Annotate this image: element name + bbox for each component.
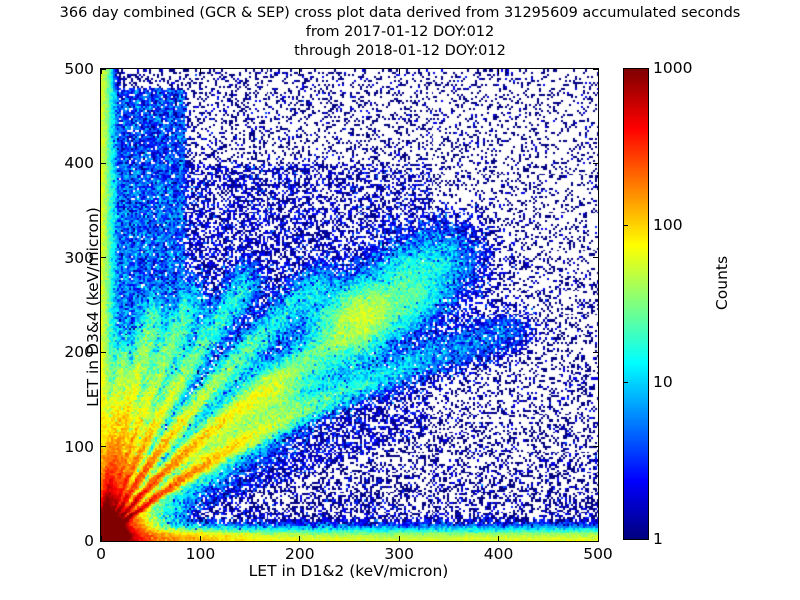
y-tick-mark-right [593,540,598,542]
x-tick-label: 300 [384,545,414,563]
y-tick-mark [101,162,106,164]
colorbar-tick-mark [623,382,628,383]
y-tick-mark [101,351,106,353]
x-tick-label: 400 [483,545,514,563]
y-axis-label: LET in D3&4 (keV/micron) [84,207,102,407]
y-tick-label: 200 [64,343,94,362]
colorbar-title: Counts [713,255,731,311]
x-tick-mark [498,536,500,541]
title-line-3: through 2018-01-12 DOY:012 [294,43,506,59]
x-tick-label: 200 [285,545,315,563]
y-tick-mark [101,446,106,448]
colorbar-tick-label: 10 [653,373,673,391]
y-tick-mark-right [593,257,598,259]
colorbar-tick-mark [623,225,628,226]
x-tick-mark-top [100,69,102,74]
x-tick-mark-top [398,69,400,74]
colorbar-tick-label: 1000 [653,59,693,77]
y-tick-label: 500 [64,60,94,78]
x-tick-mark-top [597,69,599,74]
y-tick-label: 100 [64,437,94,456]
y-tick-label: 400 [64,154,94,173]
colorbar-tick-label: 1 [653,530,663,548]
y-tick-mark-right [593,68,598,70]
x-tick-label: 500 [583,545,613,563]
y-tick-mark-right [593,446,598,448]
x-tick-label: 0 [96,545,106,563]
x-tick-mark [199,536,201,541]
title-line-1: 366 day combined (GCR & SEP) cross plot … [59,5,741,21]
title-line-2: from 2017-01-12 DOY:012 [305,24,495,40]
x-tick-mark [597,536,599,541]
x-axis-label: LET in D1&2 (keV/micron) [248,562,449,580]
x-tick-mark-top [498,69,500,74]
y-tick-label: 0 [84,532,94,550]
x-tick-mark [398,536,400,541]
y-tick-mark [101,257,106,259]
y-tick-mark-right [593,351,598,353]
x-tick-mark-top [199,69,201,74]
y-tick-label: 300 [64,248,94,267]
colorbar-tick-label: 100 [653,216,683,234]
x-tick-mark-top [299,69,301,74]
density-heatmap [101,69,598,541]
colorbar-gradient [623,68,649,540]
y-tick-mark-right [593,162,598,164]
colorbar: 1000 100 10 1 [623,59,692,548]
figure-title: 366 day combined (GCR & SEP) cross plot … [0,4,800,61]
scatter-plot-area [100,68,599,542]
y-tick-mark [101,540,106,542]
x-tick-mark [299,536,301,541]
x-tick-label: 100 [185,545,216,563]
y-tick-mark [101,68,106,70]
x-tick-mark [100,536,102,541]
